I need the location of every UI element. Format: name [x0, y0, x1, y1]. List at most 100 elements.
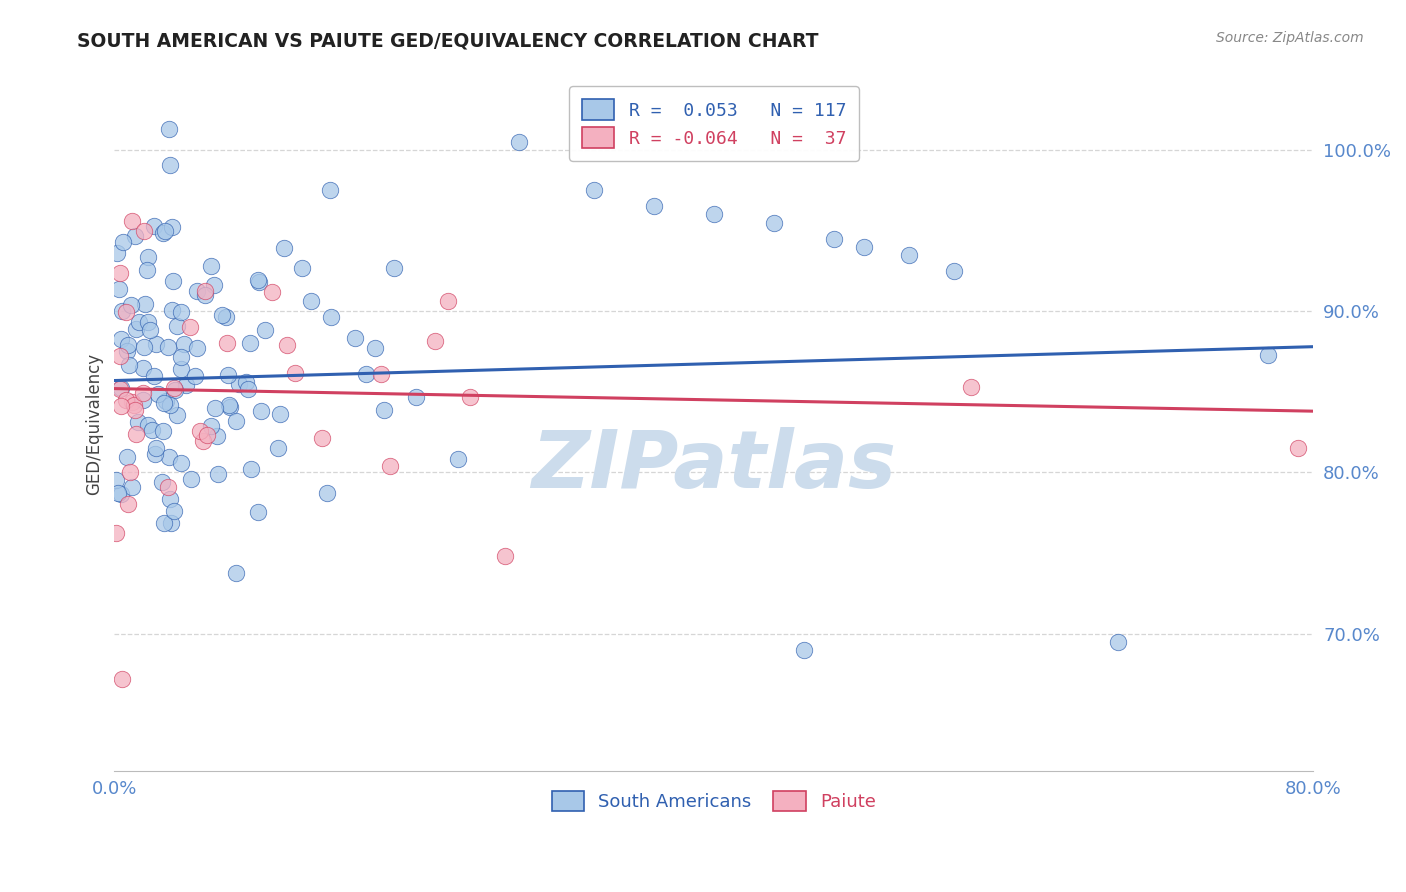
Point	[238, 382, 260, 396]
Point	[157, 122, 180, 136]
Point	[166, 408, 188, 422]
Point	[225, 414, 247, 428]
Point	[124, 229, 146, 244]
Point	[110, 266, 132, 280]
Point	[179, 320, 201, 334]
Point	[159, 398, 181, 412]
Point	[458, 390, 481, 404]
Text: SOUTH AMERICAN VS PAIUTE GED/EQUIVALENCY CORRELATION CHART: SOUTH AMERICAN VS PAIUTE GED/EQUIVALENCY…	[77, 31, 818, 50]
Point	[1107, 634, 1129, 648]
Point	[446, 452, 468, 467]
Point	[156, 340, 179, 354]
Point	[162, 380, 184, 394]
Point	[110, 399, 132, 413]
Point	[143, 369, 166, 384]
Point	[150, 475, 173, 489]
Point	[180, 472, 202, 486]
Point	[132, 392, 155, 407]
Point	[370, 367, 392, 381]
Point	[1257, 348, 1279, 362]
Point	[131, 361, 153, 376]
Point	[207, 467, 229, 481]
Point	[157, 450, 180, 464]
Point	[582, 183, 605, 197]
Point	[108, 349, 131, 363]
Point	[1286, 442, 1309, 456]
Point	[762, 215, 785, 229]
Point	[218, 398, 240, 412]
Point	[228, 376, 250, 391]
Point	[141, 423, 163, 437]
Point	[186, 342, 208, 356]
Point	[195, 428, 218, 442]
Point	[155, 393, 177, 408]
Point	[186, 284, 208, 298]
Point	[124, 403, 146, 417]
Point	[200, 260, 222, 274]
Point	[194, 287, 217, 301]
Point	[643, 199, 665, 213]
Point	[153, 396, 176, 410]
Point	[959, 380, 981, 394]
Point	[219, 400, 242, 414]
Point	[145, 446, 167, 460]
Point	[120, 298, 142, 312]
Point	[156, 480, 179, 494]
Point	[211, 308, 233, 322]
Point	[246, 272, 269, 286]
Point	[214, 310, 236, 324]
Point	[291, 261, 314, 276]
Point	[121, 395, 143, 409]
Point	[117, 497, 139, 511]
Point	[170, 305, 193, 319]
Point	[153, 224, 176, 238]
Point	[152, 226, 174, 240]
Point	[115, 305, 138, 319]
Point	[146, 387, 169, 401]
Point	[121, 214, 143, 228]
Point	[437, 293, 460, 308]
Point	[132, 340, 155, 354]
Point	[246, 505, 269, 519]
Point	[184, 369, 207, 384]
Point	[239, 462, 262, 476]
Point	[235, 376, 257, 390]
Point	[121, 480, 143, 494]
Point	[250, 404, 273, 418]
Point	[105, 245, 128, 260]
Point	[239, 336, 262, 351]
Point	[311, 431, 333, 445]
Point	[128, 315, 150, 329]
Point	[423, 334, 446, 349]
Point	[204, 401, 226, 416]
Point	[110, 304, 132, 318]
Point	[194, 284, 217, 298]
Point	[852, 240, 875, 254]
Point	[134, 297, 156, 311]
Point	[344, 331, 367, 345]
Point	[152, 424, 174, 438]
Point	[127, 415, 149, 429]
Point	[276, 338, 298, 352]
Point	[364, 341, 387, 355]
Legend: South Americans, Paiute: South Americans, Paiute	[538, 778, 889, 824]
Point	[138, 323, 160, 337]
Point	[354, 367, 377, 381]
Point	[823, 232, 845, 246]
Point	[942, 264, 965, 278]
Point	[160, 302, 183, 317]
Point	[494, 549, 516, 563]
Point	[134, 224, 156, 238]
Point	[174, 377, 197, 392]
Point	[267, 441, 290, 455]
Point	[110, 487, 132, 501]
Point	[135, 263, 157, 277]
Point	[162, 274, 184, 288]
Point	[299, 293, 322, 308]
Point	[260, 285, 283, 299]
Point	[159, 492, 181, 507]
Point	[118, 358, 141, 372]
Point	[162, 220, 184, 235]
Point	[145, 337, 167, 351]
Point	[378, 459, 401, 474]
